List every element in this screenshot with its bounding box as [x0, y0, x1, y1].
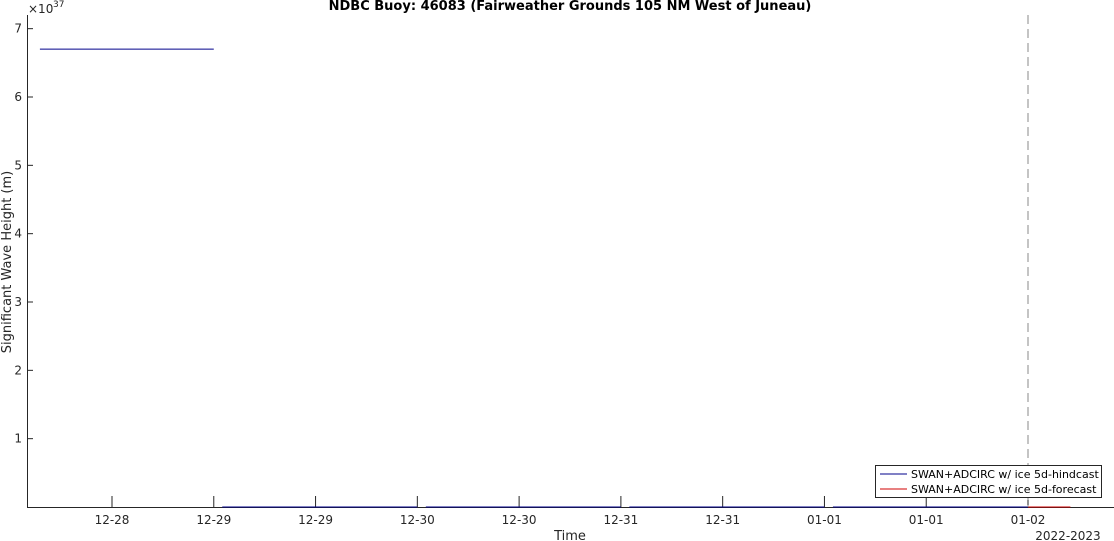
y-tick-label: 5 — [14, 158, 22, 172]
x-tick-label: 12-29 — [298, 513, 333, 527]
y-axis-label: Significant Wave Height (m) — [0, 171, 15, 353]
x-tick-label: 01-02 — [1011, 513, 1046, 527]
y-tick-label: 2 — [14, 363, 22, 377]
x-tick-label: 12-29 — [196, 513, 231, 527]
legend: SWAN+ADCIRC w/ ice 5d-hindcast SWAN+ADCI… — [875, 465, 1102, 498]
y-tick-label: 1 — [14, 432, 22, 446]
x-tick-label: 12-30 — [400, 513, 435, 527]
x-ticks: 12-28 12-29 12-29 12-30 12-30 12-31 12-31 01-01… — [95, 496, 1046, 527]
x-tick-label: 12-31 — [603, 513, 638, 527]
y-exponent-power: 37 — [53, 0, 64, 10]
year-label: 2022-2023 — [1035, 529, 1100, 541]
y-exponent-base: ×10 — [28, 2, 53, 16]
x-tick-label: 12-28 — [95, 513, 130, 527]
series-layer — [39, 48, 1071, 508]
y-ticks: 1 2 3 4 5 6 7 — [14, 22, 33, 446]
legend-box — [875, 465, 1102, 498]
x-tick-label: 01-01 — [909, 513, 944, 527]
y-tick-label: 3 — [14, 295, 22, 309]
y-exponent: ×10 37 — [28, 0, 64, 16]
y-tick-label: 4 — [14, 227, 22, 241]
x-tick-label: 12-30 — [502, 513, 537, 527]
y-tick-label: 6 — [14, 90, 22, 104]
legend-label-forecast: SWAN+ADCIRC w/ ice 5d-forecast — [911, 483, 1097, 496]
y-tick-label: 7 — [14, 22, 22, 36]
legend-label-hindcast: SWAN+ADCIRC w/ ice 5d-hindcast — [911, 468, 1099, 481]
x-axis-label: Time — [553, 529, 586, 541]
x-tick-label: 01-01 — [807, 513, 842, 527]
x-tick-label: 12-31 — [705, 513, 740, 527]
chart-title: NDBC Buoy: 46083 (Fairweather Grounds 10… — [329, 0, 812, 14]
